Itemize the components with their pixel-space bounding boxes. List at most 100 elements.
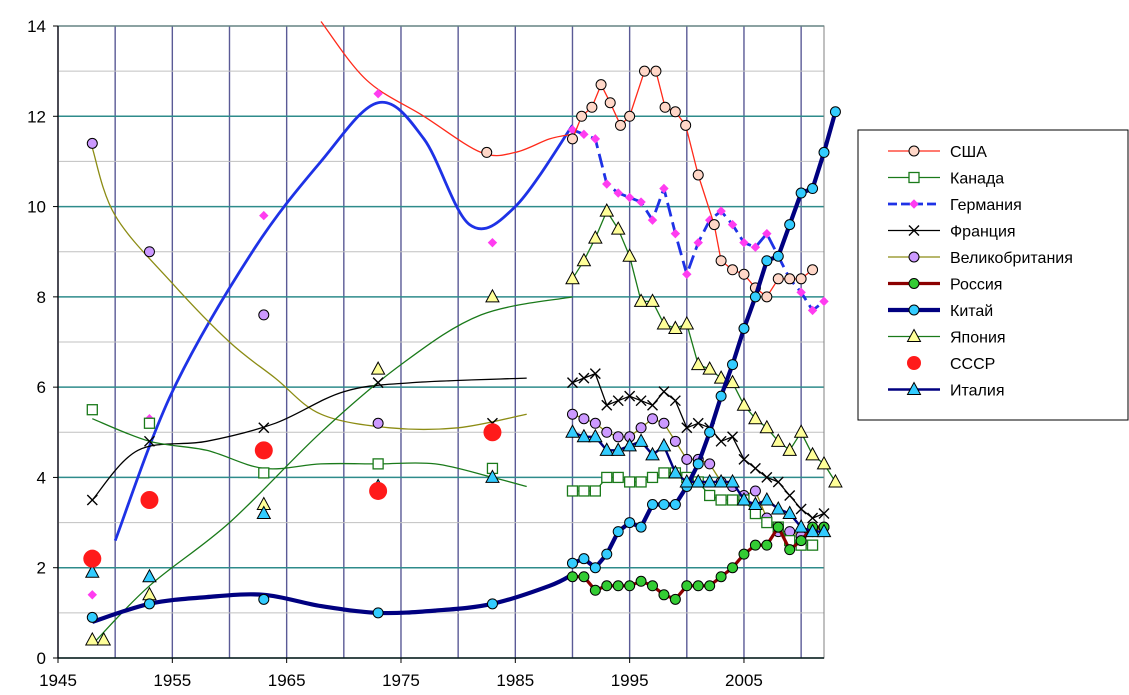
data-point (566, 408, 578, 420)
data-point (749, 291, 761, 303)
data-point (658, 386, 670, 398)
data-point (690, 473, 706, 488)
data-point (579, 129, 589, 140)
legend-item: Китай (888, 303, 993, 320)
data-point (669, 106, 681, 118)
data-point (748, 496, 763, 511)
series-0 (481, 65, 819, 303)
data-point (623, 476, 636, 488)
data-series (83, 65, 843, 646)
legend-label: Италия (950, 383, 1004, 400)
data-point (256, 505, 272, 520)
data-point (909, 199, 919, 209)
data-point (795, 535, 807, 547)
data-point (635, 476, 647, 488)
data-point (908, 251, 920, 263)
data-point (670, 228, 681, 239)
data-point (784, 273, 796, 285)
data-point (645, 293, 660, 307)
data-point (828, 473, 843, 488)
data-point (818, 146, 830, 158)
data-point (725, 473, 740, 488)
data-point (690, 356, 706, 371)
data-point (610, 442, 626, 456)
data-point (702, 361, 718, 375)
data-point (727, 219, 738, 230)
data-point (761, 255, 773, 267)
series-3 (86, 368, 830, 524)
data-point (908, 145, 920, 157)
data-point (624, 517, 636, 529)
data-point (784, 489, 796, 501)
data-point (578, 413, 590, 425)
data-point (727, 431, 739, 443)
trend-lines (91, 21, 574, 645)
legend-box (857, 129, 1129, 421)
data-point (816, 523, 832, 538)
legend-item: Италия (888, 381, 1004, 400)
legend-label: Китай (950, 303, 993, 320)
data-point (86, 137, 98, 149)
series-7 (84, 203, 843, 646)
legend-label: Великобритания (950, 250, 1073, 267)
data-point (727, 562, 739, 574)
data-point (772, 250, 784, 262)
data-point (612, 431, 624, 443)
legend-item: Канада (888, 171, 1004, 188)
legend-marker (908, 304, 920, 316)
data-point (372, 417, 384, 429)
data-point (373, 89, 383, 99)
data-point (566, 571, 578, 583)
data-point (908, 278, 920, 289)
data-point (759, 419, 775, 434)
data-point (805, 446, 820, 461)
data-point (602, 179, 612, 189)
data-point (679, 473, 695, 488)
data-point (805, 523, 820, 538)
data-point (716, 206, 726, 216)
data-point (658, 499, 670, 511)
data-point (647, 215, 658, 225)
data-point (656, 315, 672, 330)
data-point (762, 228, 772, 239)
data-point (806, 539, 819, 551)
data-point (142, 568, 157, 583)
data-point (259, 210, 269, 221)
data-point (565, 270, 580, 285)
data-point (782, 442, 798, 456)
data-point (624, 580, 636, 592)
y-tick-label: 10 (27, 198, 46, 217)
data-point (601, 399, 613, 411)
data-point (622, 437, 637, 452)
data-point (681, 453, 693, 465)
data-point (715, 255, 727, 267)
data-point (659, 101, 671, 113)
data-point (759, 491, 775, 506)
axes: 0 2 4 6 8 10 12 14 1945 1955 1965 1975 1985 1995 2005 (27, 17, 824, 690)
data-point (692, 417, 704, 429)
data-point (738, 322, 750, 334)
y-tick-label: 14 (27, 17, 46, 36)
data-point (483, 423, 502, 442)
data-point (578, 571, 590, 583)
legend-marker (908, 225, 920, 236)
series-8 (83, 423, 502, 568)
legend-dot (907, 356, 921, 370)
data-point (370, 361, 386, 375)
data-point (761, 291, 773, 303)
trend-line-2 (113, 100, 574, 542)
data-point (738, 268, 750, 280)
data-point (713, 473, 729, 488)
data-point (807, 183, 819, 195)
data-point (761, 471, 773, 483)
legend-label: Канада (950, 171, 1004, 188)
data-point (784, 544, 796, 556)
data-point (669, 435, 681, 447)
data-point (576, 252, 592, 267)
data-point (576, 110, 588, 122)
legend-item: Великобритания (888, 250, 1073, 267)
data-point (782, 505, 798, 520)
data-point (796, 287, 806, 298)
data-point (704, 489, 716, 502)
trend-line-0 (320, 21, 573, 157)
